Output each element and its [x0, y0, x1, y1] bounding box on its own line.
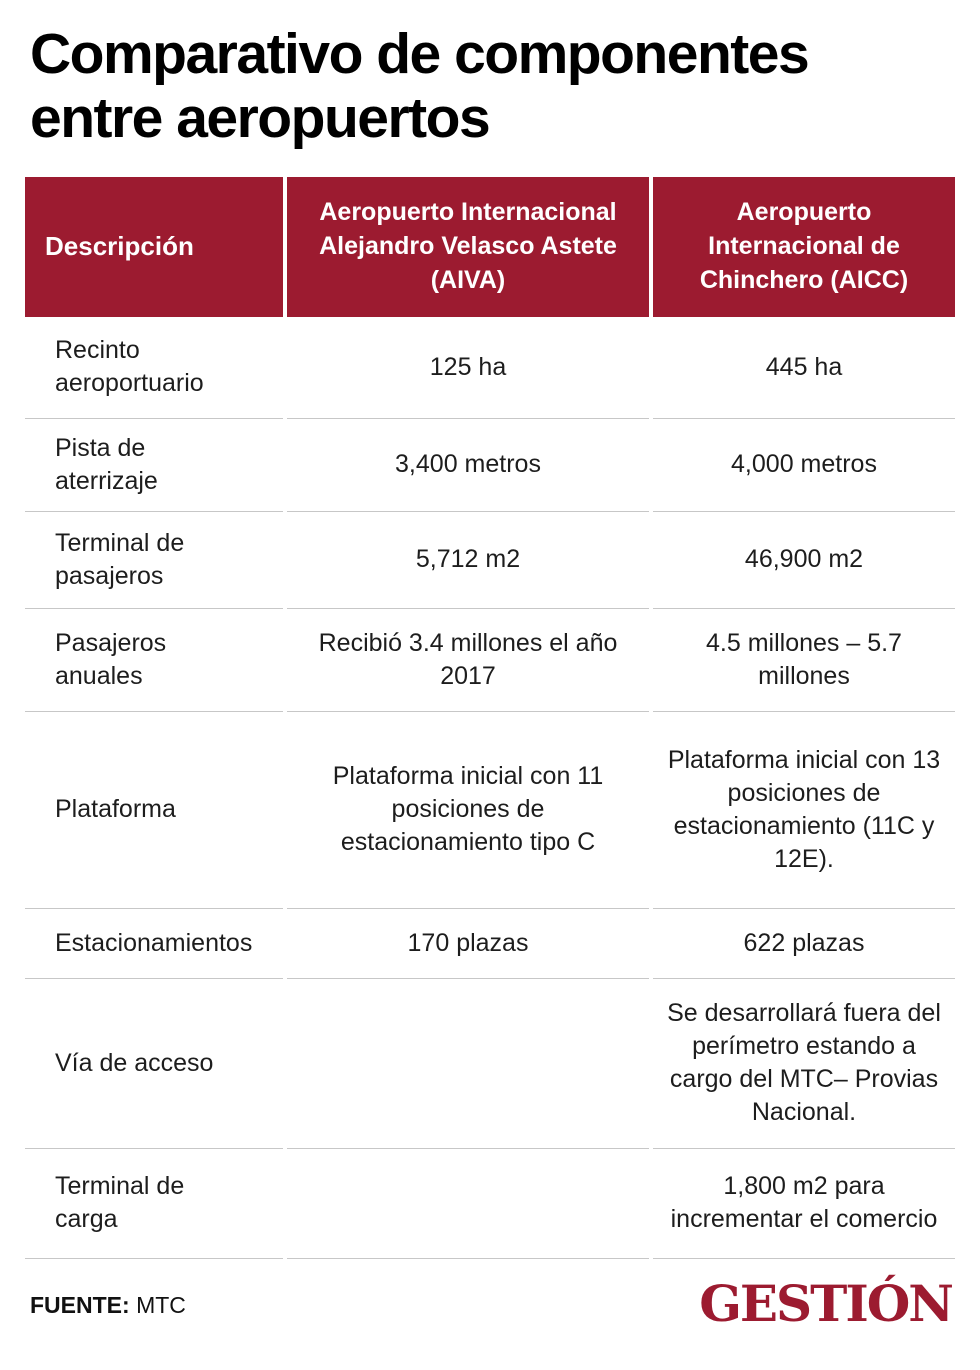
row-label: Recinto aeroportuario — [25, 317, 283, 419]
table-row: Recinto aeroportuario 125 ha 445 ha — [25, 317, 955, 419]
aicc-value: 4,000 metros — [653, 419, 955, 512]
aicc-value: 4.5 millones – 5.7 millones — [653, 609, 955, 712]
aicc-value: 622 plazas — [653, 909, 955, 979]
aicc-value: 46,900 m2 — [653, 512, 955, 609]
table-row: Terminal de pasajeros 5,712 m2 46,900 m2 — [25, 512, 955, 609]
column-header-aiva: Aeropuerto Internacional Alejandro Velas… — [287, 176, 649, 317]
source-label: FUENTE: — [30, 1291, 130, 1318]
aiva-value: Plataforma inicial con 11 posiciones de … — [287, 712, 649, 909]
column-header-aicc: Aeropuerto Internacional de Chinchero (A… — [653, 176, 955, 317]
aiva-value: 125 ha — [287, 317, 649, 419]
row-label: Terminal de carga — [25, 1149, 283, 1259]
aiva-value — [287, 1149, 649, 1259]
aicc-value: Plataforma inicial con 13 posiciones de … — [653, 712, 955, 909]
row-label: Vía de acceso — [25, 979, 283, 1149]
comparison-table: Descripción Aeropuerto Internacional Ale… — [25, 176, 955, 1259]
page-title: Comparativo de componentes entre aeropue… — [30, 22, 810, 151]
aiva-value: Recibió 3.4 millones el año 2017 — [287, 609, 649, 712]
aiva-value: 3,400 metros — [287, 419, 649, 512]
table-row: Vía de acceso Se desarrollará fuera del … — [25, 979, 955, 1149]
row-label: Plataforma — [25, 712, 283, 909]
row-label: Pasajeros anuales — [25, 609, 283, 712]
table-row: Pasajeros anuales Recibió 3.4 millones e… — [25, 609, 955, 712]
row-label: Estacionamientos — [25, 909, 283, 979]
table-row: Plataforma Plataforma inicial con 11 pos… — [25, 712, 955, 909]
table-row: Estacionamientos 170 plazas 622 plazas — [25, 909, 955, 979]
aicc-value: 1,800 m2 para incrementar el comercio — [653, 1149, 955, 1259]
row-label: Terminal de pasajeros — [25, 512, 283, 609]
table-header-row: Descripción Aeropuerto Internacional Ale… — [25, 176, 955, 317]
aiva-value: 170 plazas — [287, 909, 649, 979]
aicc-value: 445 ha — [653, 317, 955, 419]
table-row: Terminal de carga 1,800 m2 para incremen… — [25, 1149, 955, 1259]
row-label: Pista de aterrizaje — [25, 419, 283, 512]
column-header-descripcion: Descripción — [25, 176, 283, 317]
aiva-value: 5,712 m2 — [287, 512, 649, 609]
source-value: MTC — [136, 1291, 186, 1318]
gestion-logo: GESTIÓN — [699, 1273, 954, 1333]
footer: FUENTE: MTC GESTIÓN — [30, 1273, 954, 1333]
table-row: Pista de aterrizaje 3,400 metros 4,000 m… — [25, 419, 955, 512]
source-note: FUENTE: MTC — [30, 1292, 186, 1319]
aicc-value: Se desarrollará fuera del perímetro esta… — [653, 979, 955, 1149]
aiva-value — [287, 979, 649, 1149]
